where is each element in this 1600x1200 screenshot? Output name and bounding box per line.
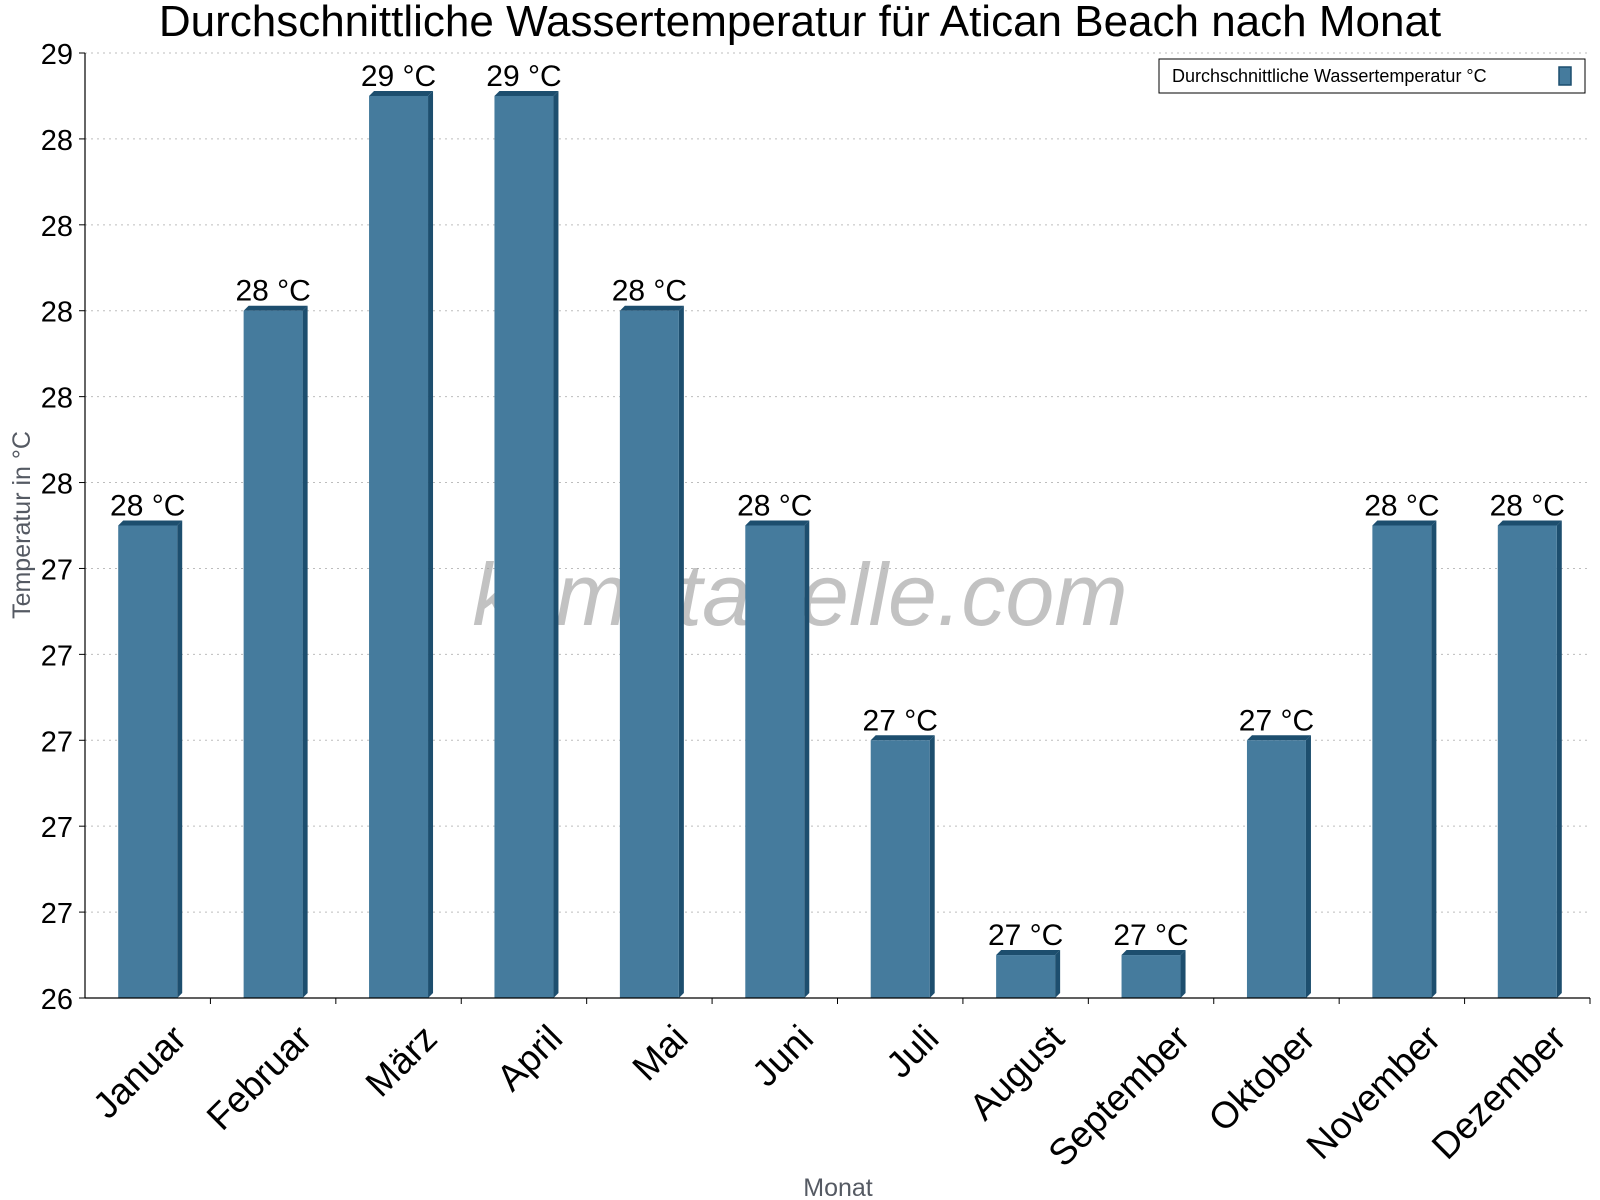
bar-top xyxy=(1497,520,1562,526)
bar-top xyxy=(369,90,434,96)
bar-side xyxy=(177,520,183,998)
bar-side xyxy=(553,90,559,999)
bar xyxy=(118,520,183,998)
bar-face xyxy=(243,310,303,998)
x-tick-label: Januar xyxy=(85,1017,194,1126)
bar xyxy=(369,90,434,999)
bar-top xyxy=(494,90,559,96)
x-tick-label: Mai xyxy=(625,1017,696,1088)
data-label: 28 °C xyxy=(612,275,687,308)
bar-side xyxy=(1431,520,1437,998)
legend-label: Durchschnittliche Wassertemperatur °C xyxy=(1172,66,1487,86)
bar-side xyxy=(678,305,684,998)
bar-face xyxy=(1372,525,1432,998)
data-label: 29 °C xyxy=(486,60,561,93)
bar-face xyxy=(369,95,429,999)
data-label: 28 °C xyxy=(737,490,812,523)
data-label: 27 °C xyxy=(1113,919,1188,952)
data-label: 29 °C xyxy=(361,60,436,93)
y-tick-label: 29 xyxy=(41,39,73,71)
y-tick-label: 28 xyxy=(41,297,73,329)
x-tick-label: August xyxy=(962,1017,1073,1128)
bar-face xyxy=(118,525,178,998)
bar-face xyxy=(1497,525,1557,998)
bar-top xyxy=(1372,520,1437,526)
bar xyxy=(1246,735,1311,998)
y-tick-label: 28 xyxy=(41,469,73,501)
x-tick-label: Juli xyxy=(878,1017,946,1085)
y-axis-title: Temperatur in °C xyxy=(8,431,36,619)
x-tick-label: Februar xyxy=(199,1017,320,1138)
bar-top xyxy=(118,520,183,526)
bar xyxy=(243,305,308,998)
bar xyxy=(1121,950,1186,998)
bar-face xyxy=(996,955,1056,998)
bar-face xyxy=(494,95,554,999)
y-tick-label: 27 xyxy=(41,812,73,844)
data-labels: 28 °C 28 °C 29 °C 29 °C 28 °C 28 °C 27 °C 27 °C… xyxy=(110,60,1565,952)
bar-face xyxy=(1121,955,1181,998)
bar xyxy=(1372,520,1437,998)
data-label: 28 °C xyxy=(110,490,185,523)
y-tick-label: 27 xyxy=(41,554,73,586)
bar-top xyxy=(1246,735,1311,741)
bar-side xyxy=(1305,735,1311,998)
bar-top xyxy=(1121,950,1186,956)
y-tick-label: 28 xyxy=(41,383,73,415)
bar-top xyxy=(870,735,935,741)
bars xyxy=(118,90,1562,999)
y-tick-label: 27 xyxy=(41,898,73,930)
data-label: 27 °C xyxy=(1239,704,1314,737)
bar-side xyxy=(1180,950,1186,998)
bar-side xyxy=(302,305,308,998)
bar-side xyxy=(428,90,434,999)
bar-top xyxy=(996,950,1061,956)
bar-side xyxy=(1055,950,1061,998)
legend: Durchschnittliche Wassertemperatur °C xyxy=(1158,58,1586,94)
x-axis-title: Monat xyxy=(803,1174,873,1200)
chart-title: Durchschnittliche Wassertemperatur für A… xyxy=(159,0,1441,46)
bar-top xyxy=(745,520,810,526)
y-axis-ticks: 26 27 27 27 27 27 28 28 28 28 28 29 xyxy=(41,39,85,1016)
bar xyxy=(1497,520,1562,998)
axes xyxy=(84,53,1590,999)
legend-swatch xyxy=(1558,66,1572,86)
x-tick-label: April xyxy=(489,1017,570,1098)
y-tick-label: 27 xyxy=(41,640,73,672)
bar xyxy=(996,950,1061,998)
bar-face xyxy=(619,310,679,998)
data-label: 27 °C xyxy=(988,919,1063,952)
x-tick-label: Dezember xyxy=(1424,1017,1574,1167)
bar-side xyxy=(1556,520,1562,998)
bar xyxy=(870,735,935,998)
x-tick-label: November xyxy=(1299,1017,1449,1167)
y-tick-label: 28 xyxy=(41,211,73,243)
y-tick-label: 27 xyxy=(41,726,73,758)
y-tick-label: 26 xyxy=(41,984,73,1016)
x-tick-label: März xyxy=(358,1017,445,1104)
bar-side xyxy=(804,520,810,998)
bar-face xyxy=(1246,740,1306,998)
bar-face xyxy=(745,525,805,998)
x-tick-label: Oktober xyxy=(1201,1017,1323,1139)
data-label: 28 °C xyxy=(1364,490,1439,523)
x-axis-ticks: Januar Februar März April Mai Juni Juli AugustS… xyxy=(85,998,1591,1174)
data-label: 28 °C xyxy=(235,275,310,308)
bar xyxy=(619,305,684,998)
data-label: 28 °C xyxy=(1490,490,1565,523)
bar xyxy=(745,520,810,998)
legend-box xyxy=(1158,58,1586,94)
bar-face xyxy=(870,740,930,998)
bar-top xyxy=(243,305,308,311)
bar-side xyxy=(929,735,935,998)
x-tick-label: Juni xyxy=(744,1017,821,1094)
data-label: 27 °C xyxy=(863,704,938,737)
grid-lines xyxy=(85,52,1590,913)
bar xyxy=(494,90,559,999)
y-tick-label: 28 xyxy=(41,125,73,157)
bar-top xyxy=(619,305,684,311)
